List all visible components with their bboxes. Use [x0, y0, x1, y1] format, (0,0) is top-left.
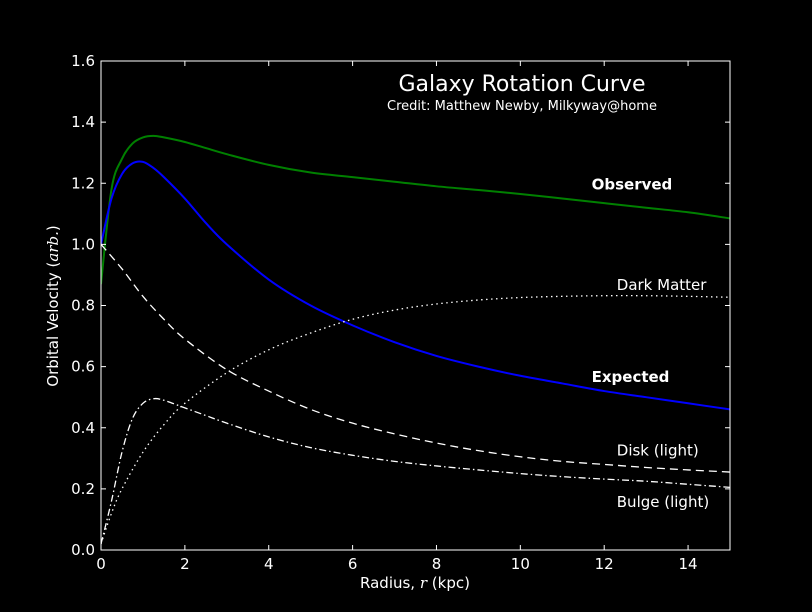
y-tick-label: 1.2 [71, 174, 95, 192]
x-axis-label: Radius, r (kpc) [360, 574, 470, 592]
chart-title: Galaxy Rotation Curve [398, 72, 645, 97]
x-tick-label: 10 [511, 555, 530, 573]
series-line-observed [101, 134, 730, 285]
series-layer [101, 134, 730, 545]
series-line-bulge-light [101, 397, 730, 545]
y-tick-label: 1.4 [71, 113, 95, 131]
series-line-dark-matter [101, 294, 730, 545]
y-tick-label: 1.6 [71, 52, 95, 70]
chart-subtitle: Credit: Matthew Newby, Milkyway@home [387, 99, 657, 114]
x-tick-label: 14 [679, 555, 698, 573]
x-tick-label: 2 [180, 555, 190, 573]
y-tick-label: 0.0 [71, 541, 95, 559]
x-tick-label: 12 [595, 555, 614, 573]
x-tick-label: 4 [264, 555, 274, 573]
y-tick-label: 0.2 [71, 480, 95, 498]
y-axis-ticks: 0.0 0.2 0.4 0.6 0.8 1.0 1.2 1.4 1.6 [71, 52, 730, 559]
annotation-observed: Observed [592, 175, 673, 193]
y-tick-label: 1.0 [71, 235, 95, 253]
series-line-disk-light [101, 243, 730, 473]
annotation-disk-light: Disk (light) [617, 441, 699, 459]
y-tick-label: 0.6 [71, 358, 95, 376]
annotation-dark-matter: Dark Matter [617, 276, 707, 294]
x-axis-ticks: 0 2 4 6 8 10 12 14 [96, 61, 698, 573]
x-tick-label: 8 [432, 555, 442, 573]
x-tick-label: 6 [348, 555, 358, 573]
y-axis-label: Orbital Velocity (arb.) [44, 225, 62, 386]
x-tick-label: 0 [96, 555, 106, 573]
annotation-expected: Expected [592, 368, 670, 386]
y-tick-label: 0.4 [71, 419, 95, 437]
annotation-bulge-light: Bulge (light) [617, 493, 709, 511]
series-line-expected [101, 160, 730, 411]
y-tick-label: 0.8 [71, 297, 95, 315]
annotation-layer: Observed Dark Matter Expected Disk (light) B… [592, 175, 710, 511]
